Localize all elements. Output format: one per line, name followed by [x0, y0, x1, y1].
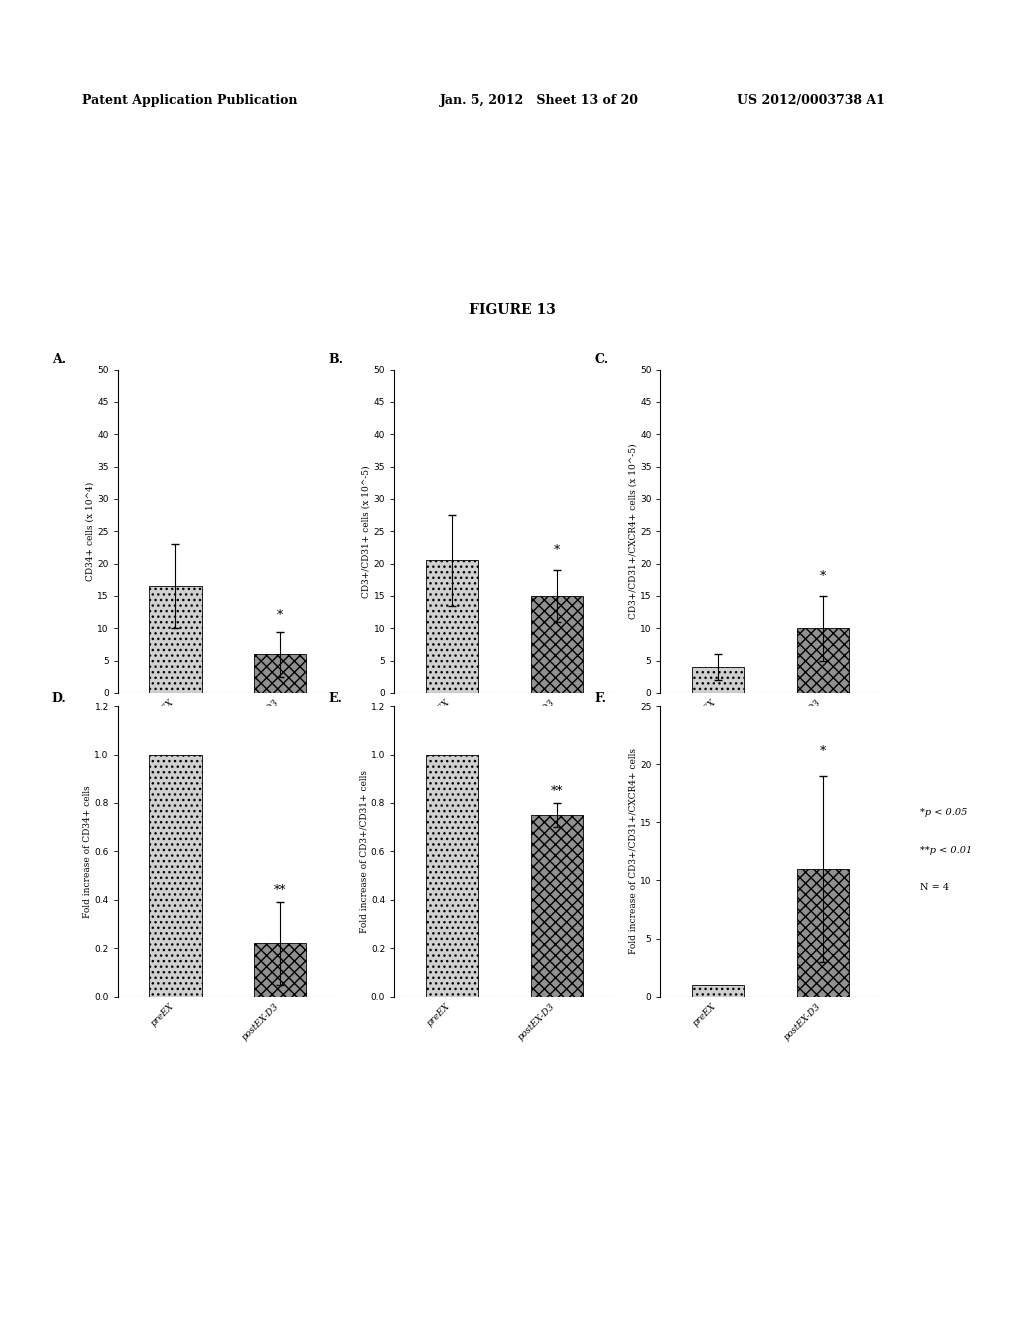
Bar — [692, 667, 744, 693]
Text: A.: A. — [51, 354, 66, 367]
Bar — [150, 586, 202, 693]
Bar — [530, 597, 583, 693]
Text: N = 4: N = 4 — [921, 883, 949, 892]
Text: C.: C. — [594, 354, 608, 367]
Y-axis label: CD34+ cells (x 10^4): CD34+ cells (x 10^4) — [85, 482, 94, 581]
Text: **: ** — [274, 884, 287, 898]
Bar — [426, 755, 478, 997]
Text: *: * — [820, 746, 826, 759]
Bar — [797, 869, 849, 997]
Bar — [426, 561, 478, 693]
Text: E.: E. — [328, 692, 342, 705]
Bar — [692, 985, 744, 997]
Text: F.: F. — [594, 692, 606, 705]
Bar — [254, 655, 306, 693]
Y-axis label: CD3+/CD31+/CXCR4+ cells (x 10^-5): CD3+/CD31+/CXCR4+ cells (x 10^-5) — [628, 444, 637, 619]
Text: Patent Application Publication: Patent Application Publication — [82, 94, 297, 107]
Y-axis label: CD3+/CD31+ cells (x 10^-5): CD3+/CD31+ cells (x 10^-5) — [361, 465, 371, 598]
Y-axis label: Fold increase of CD3+/CD31+/CXCR4+ cells: Fold increase of CD3+/CD31+/CXCR4+ cells — [628, 748, 637, 954]
Text: *: * — [820, 570, 826, 583]
Text: *: * — [278, 609, 284, 622]
Bar — [254, 944, 306, 997]
Bar — [530, 814, 583, 997]
Bar — [797, 628, 849, 693]
Y-axis label: Fold increase of CD3+/CD31+ cells: Fold increase of CD3+/CD31+ cells — [359, 770, 368, 933]
Text: **: ** — [551, 785, 563, 799]
Text: B.: B. — [328, 354, 343, 367]
Text: FIGURE 13: FIGURE 13 — [469, 304, 555, 317]
Text: D.: D. — [51, 692, 67, 705]
Text: **p < 0.01: **p < 0.01 — [921, 846, 973, 854]
Bar — [150, 755, 202, 997]
Text: US 2012/0003738 A1: US 2012/0003738 A1 — [737, 94, 885, 107]
Text: *p < 0.05: *p < 0.05 — [921, 808, 968, 817]
Text: Jan. 5, 2012   Sheet 13 of 20: Jan. 5, 2012 Sheet 13 of 20 — [440, 94, 639, 107]
Text: *: * — [554, 544, 560, 557]
Y-axis label: Fold increase of CD34+ cells: Fold increase of CD34+ cells — [83, 785, 91, 917]
